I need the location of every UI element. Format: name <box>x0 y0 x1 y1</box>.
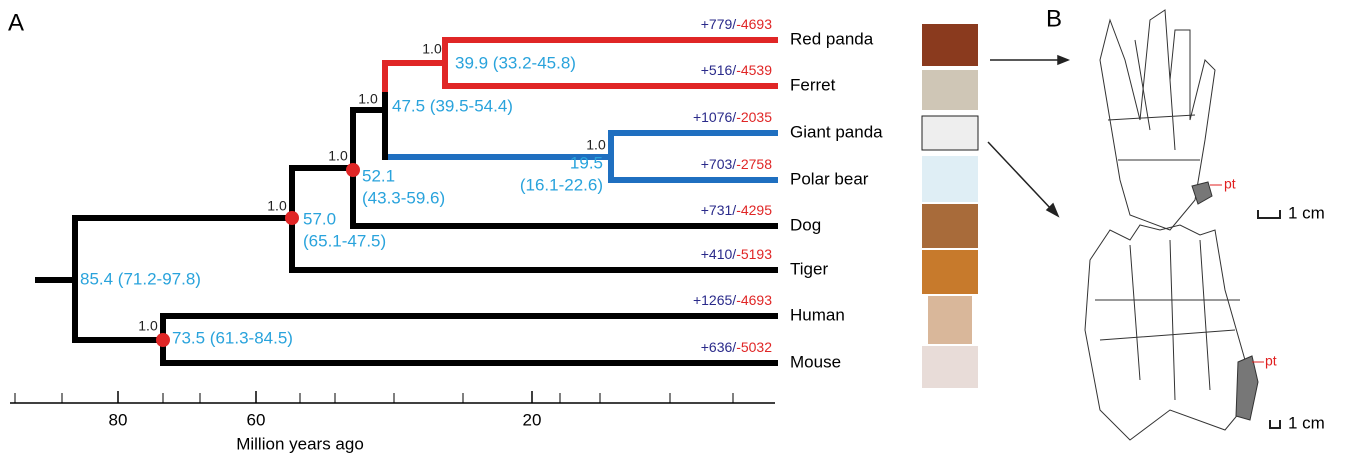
support-value: 1.0 <box>422 41 442 57</box>
skeleton-drawings <box>1085 10 1250 440</box>
gain-loss: +410/-5193 <box>701 246 772 262</box>
leaf-name: Tiger <box>790 259 828 278</box>
leaf-name: Giant panda <box>790 122 883 141</box>
node-age: 47.5 (39.5-54.4) <box>392 96 513 115</box>
gain: +410 <box>701 246 733 262</box>
tick-label: 80 <box>109 410 128 429</box>
loss: -5193 <box>736 246 772 262</box>
gain: +1265 <box>693 292 733 308</box>
support-value: 1.0 <box>358 91 378 107</box>
support-value: 1.0 <box>586 137 606 153</box>
node-age: (65.1-47.5) <box>303 231 386 250</box>
gain: +779 <box>701 16 733 32</box>
gain-loss: +703/-2758 <box>701 156 772 172</box>
gain: +731 <box>701 202 733 218</box>
tick-label: 20 <box>523 410 542 429</box>
loss: -4295 <box>736 202 772 218</box>
leaf-name: Red panda <box>790 29 874 48</box>
scale-bar <box>1258 210 1280 218</box>
leaf-name: Polar bear <box>790 169 869 188</box>
node-age: 73.5 (61.3-84.5) <box>172 328 293 347</box>
pt-bone <box>1236 356 1258 420</box>
support-value: 1.0 <box>328 148 348 164</box>
node-dot <box>346 163 360 177</box>
support-value: 1.0 <box>267 198 287 214</box>
node-dot <box>285 211 299 225</box>
loss: -2758 <box>736 156 772 172</box>
gain: +636 <box>701 339 733 355</box>
arrows <box>988 56 1068 216</box>
node-age: 85.4 (71.2-97.8) <box>80 269 201 288</box>
gain-loss: +1265/-4693 <box>693 292 772 308</box>
leaf-name: Dog <box>790 215 821 234</box>
gain-loss: +779/-4693 <box>701 16 772 32</box>
gain: +516 <box>701 62 733 78</box>
node-age: 19.5 <box>570 153 603 172</box>
loss: -5032 <box>736 339 772 355</box>
leaf-name: Human <box>790 305 845 324</box>
scale-bar <box>1270 420 1280 428</box>
loss: -4693 <box>736 292 772 308</box>
node-age: 57.0 <box>303 209 336 228</box>
gain: +703 <box>701 156 733 172</box>
panel-label: B <box>1046 5 1062 32</box>
loss: -2035 <box>736 109 772 125</box>
node-age: (16.1-22.6) <box>520 175 603 194</box>
tick-label: 60 <box>247 410 266 429</box>
node-age: 52.1 <box>362 166 395 185</box>
scale-label: 1 cm <box>1288 413 1325 432</box>
gain-loss: +731/-4295 <box>701 202 772 218</box>
support-value: 1.0 <box>138 318 158 334</box>
node-age: (43.3-59.6) <box>362 188 445 207</box>
panel-label: A <box>8 9 24 36</box>
pt-label: pt <box>1265 353 1277 369</box>
figure: A B pt pt 1 cm 1 cm Red panda +779/-4693 F… <box>0 0 1345 458</box>
node-age: 39.9 (33.2-45.8) <box>455 53 576 72</box>
leaf-name: Mouse <box>790 352 841 371</box>
loss: -4693 <box>736 16 772 32</box>
axis-title: Million years ago <box>236 434 364 453</box>
gain: +1076 <box>693 109 733 125</box>
gain-loss: +636/-5032 <box>701 339 772 355</box>
pt-label: pt <box>1224 176 1236 192</box>
node-dot <box>156 333 170 347</box>
gain-loss: +1076/-2035 <box>693 109 772 125</box>
gain-loss: +516/-4539 <box>701 62 772 78</box>
scale-label: 1 cm <box>1288 203 1325 222</box>
animal-images <box>922 24 978 388</box>
leaf-name: Ferret <box>790 75 836 94</box>
loss: -4539 <box>736 62 772 78</box>
